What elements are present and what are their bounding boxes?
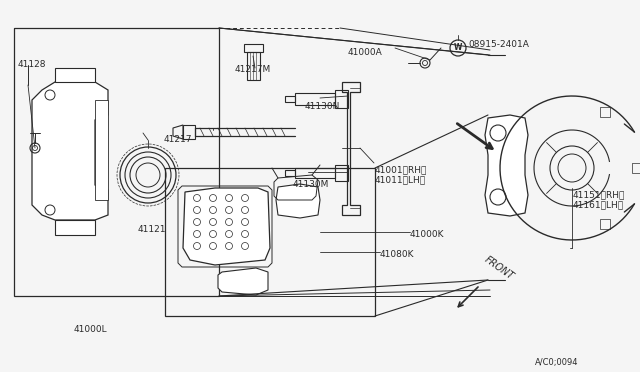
Text: 41001〈RH〉: 41001〈RH〉	[375, 165, 428, 174]
Polygon shape	[183, 188, 270, 265]
Polygon shape	[485, 115, 528, 216]
Text: FRONT: FRONT	[483, 255, 516, 282]
Polygon shape	[218, 268, 268, 295]
Text: 41130N: 41130N	[305, 102, 340, 111]
Text: 41130M: 41130M	[293, 180, 330, 189]
Bar	[165, 168, 375, 316]
Polygon shape	[32, 82, 108, 220]
Text: 41000L: 41000L	[73, 325, 107, 334]
Bar	[14, 28, 219, 296]
Text: 41151〈RH〉: 41151〈RH〉	[573, 190, 625, 199]
Text: 41121: 41121	[138, 225, 166, 234]
Polygon shape	[276, 184, 320, 218]
Text: 41217: 41217	[163, 135, 192, 144]
Text: 41011〈LH〉: 41011〈LH〉	[375, 175, 426, 184]
Polygon shape	[55, 68, 95, 82]
Text: 41128: 41128	[18, 60, 47, 69]
Polygon shape	[95, 100, 108, 200]
Text: A/C0;0094: A/C0;0094	[535, 358, 579, 367]
Text: 41161〈LH〉: 41161〈LH〉	[573, 200, 624, 209]
Text: 41217M: 41217M	[235, 65, 271, 74]
Polygon shape	[55, 220, 95, 235]
Text: W: W	[454, 44, 462, 52]
Text: 41080K: 41080K	[380, 250, 415, 259]
Text: 41000K: 41000K	[410, 230, 445, 239]
Text: 08915-2401A: 08915-2401A	[468, 40, 529, 49]
Text: 41000A: 41000A	[348, 48, 382, 57]
